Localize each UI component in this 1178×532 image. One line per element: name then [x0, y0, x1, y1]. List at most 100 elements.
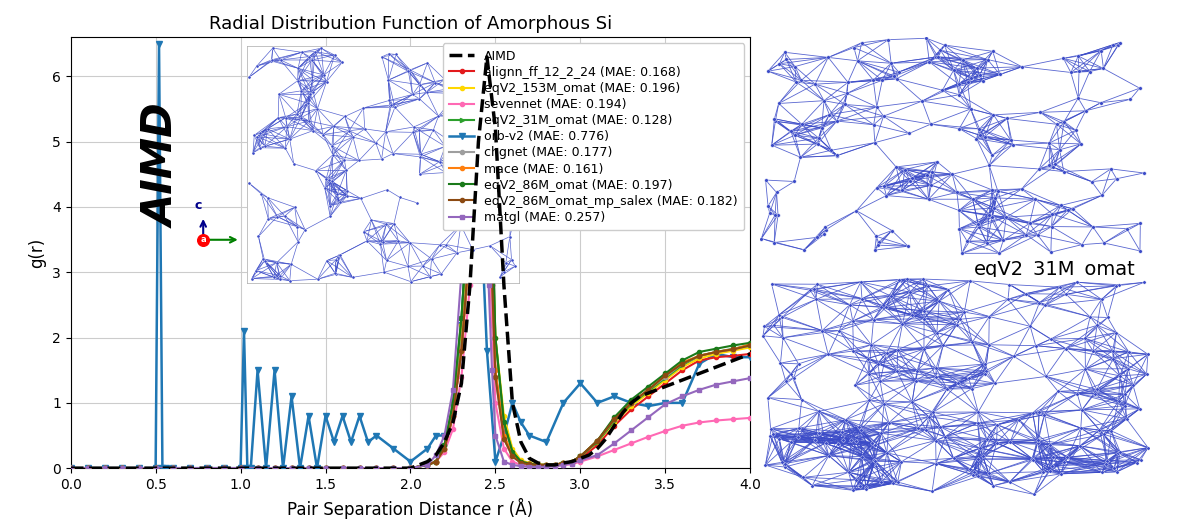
Text: b: b [781, 48, 792, 63]
orb-v2 (MAE: 0.776): (2.3, 2.2): 0.776): (2.3, 2.2) [455, 321, 469, 328]
alignn_ff_12_2_24 (MAE: 0.168): (2.48, 2.8): 0.168): (2.48, 2.8) [485, 282, 499, 288]
AIMD [574, 455, 588, 462]
Point [951, 315, 969, 323]
Point [789, 433, 808, 441]
Point [964, 195, 982, 203]
Point [987, 438, 1006, 447]
Point [1068, 52, 1087, 60]
Point [1111, 447, 1130, 456]
Point [904, 173, 922, 182]
Point [973, 77, 992, 85]
Point [934, 341, 953, 350]
Point [1054, 168, 1073, 176]
Point [1012, 185, 1031, 193]
Point [762, 141, 781, 149]
Point [1043, 462, 1061, 470]
Point [1030, 165, 1048, 173]
Point [813, 124, 832, 132]
Point [1072, 240, 1091, 249]
Point [980, 312, 999, 321]
Point [893, 320, 912, 328]
Text: AIMD: AIMD [141, 105, 184, 228]
Point [819, 53, 838, 62]
Point [828, 151, 847, 160]
Point [847, 206, 866, 215]
sevennet (MAE: 0.194): (1.4, 0): 0.194): (1.4, 0) [302, 465, 316, 471]
Point [939, 285, 958, 294]
Point [978, 238, 997, 247]
Point [889, 68, 908, 76]
Point [820, 451, 839, 460]
Point [1017, 230, 1035, 239]
Point [805, 285, 823, 293]
Point [913, 97, 932, 105]
Point [765, 321, 783, 329]
eqV2_153M_omat (MAE: 0.196): (4, 1.85): 0.196): (4, 1.85) [743, 344, 757, 351]
Point [1054, 118, 1073, 126]
Point [863, 76, 882, 85]
Point [846, 381, 865, 389]
Point [775, 48, 794, 56]
Point [947, 188, 966, 197]
Point [816, 439, 835, 447]
Point [964, 470, 982, 479]
Point [988, 420, 1007, 429]
Point [789, 360, 808, 368]
Point [1041, 440, 1060, 449]
Point [1026, 195, 1045, 204]
Point [792, 76, 810, 85]
chgnet (MAE: 0.177): (2.6, 0.18): 0.177): (2.6, 0.18) [505, 453, 519, 460]
Point [1040, 139, 1059, 147]
Point [968, 472, 987, 481]
Line: mace (MAE: 0.161): mace (MAE: 0.161) [68, 113, 753, 470]
eqV2_31M_omat (MAE: 0.128): (3.5, 1.38): 0.128): (3.5, 1.38) [659, 375, 673, 381]
Point [768, 211, 787, 219]
sevennet (MAE: 0.194): (4, 0.77): 0.194): (4, 0.77) [743, 415, 757, 421]
Point [927, 364, 946, 372]
Point [819, 350, 838, 359]
Point [765, 114, 783, 123]
Point [785, 177, 803, 186]
sevennet (MAE: 0.194): (2.5, 1): 0.194): (2.5, 1) [489, 400, 503, 406]
Point [1077, 106, 1096, 115]
Point [1028, 438, 1047, 447]
Point [843, 317, 862, 325]
Point [806, 80, 825, 88]
AIMD [479, 54, 494, 60]
Point [1110, 280, 1129, 289]
Point [1139, 443, 1158, 452]
Point [874, 182, 893, 190]
eqV2_86M_omat (MAE: 0.197): (0, 0): 0.197): (0, 0) [64, 465, 78, 471]
Point [1072, 406, 1091, 414]
Point [1085, 389, 1104, 398]
Point [853, 38, 872, 47]
Point [1043, 210, 1061, 218]
Point [1058, 453, 1077, 462]
Point [926, 372, 945, 381]
Point [1084, 223, 1103, 231]
Point [874, 400, 893, 408]
Point [988, 187, 1007, 196]
Point [1110, 38, 1129, 47]
Point [914, 275, 933, 284]
mace (MAE: 0.161): (2.48, 3): 0.161): (2.48, 3) [485, 269, 499, 276]
eqV2_153M_omat (MAE: 0.196): (2.6, 0.3): 0.196): (2.6, 0.3) [505, 445, 519, 452]
Point [867, 184, 886, 192]
Point [900, 288, 919, 296]
Point [842, 435, 861, 444]
Point [899, 242, 918, 251]
Point [949, 124, 968, 133]
Point [1050, 283, 1068, 292]
AIMD [497, 282, 511, 288]
Point [881, 59, 900, 68]
Point [769, 311, 788, 319]
Point [1094, 64, 1113, 73]
Point [902, 397, 921, 406]
Text: b: b [247, 244, 257, 257]
Point [973, 452, 992, 460]
Point [849, 422, 868, 431]
Point [1092, 468, 1111, 477]
Point [1012, 63, 1031, 71]
Point [1116, 390, 1134, 398]
Point [847, 437, 866, 445]
